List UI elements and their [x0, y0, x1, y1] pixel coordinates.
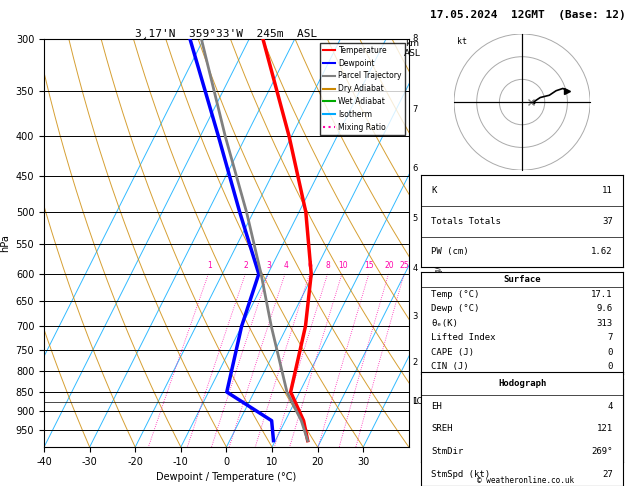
- Text: 7: 7: [607, 333, 613, 342]
- Text: 1: 1: [207, 260, 211, 270]
- Text: 4: 4: [283, 260, 288, 270]
- Text: Surface: Surface: [503, 275, 541, 284]
- Text: StmDir: StmDir: [431, 447, 464, 456]
- Text: 17.05.2024  12GMT  (Base: 12): 17.05.2024 12GMT (Base: 12): [430, 10, 626, 20]
- Text: Dewp (°C): Dewp (°C): [431, 304, 480, 313]
- Text: 981: 981: [596, 395, 613, 404]
- Text: Most Unstable: Most Unstable: [487, 382, 557, 390]
- Text: 17.1: 17.1: [591, 290, 613, 298]
- Text: 5: 5: [413, 214, 418, 223]
- Text: 269°: 269°: [591, 447, 613, 456]
- Text: Temp (°C): Temp (°C): [431, 290, 480, 298]
- Text: 313: 313: [596, 319, 613, 328]
- Text: 8: 8: [326, 260, 331, 270]
- Text: 15: 15: [365, 260, 374, 270]
- Text: θₑ(K): θₑ(K): [431, 319, 459, 328]
- Text: 25: 25: [400, 260, 409, 270]
- Text: Mixing Ratio (g/kg): Mixing Ratio (g/kg): [433, 252, 443, 332]
- Text: CIN (J): CIN (J): [431, 363, 469, 371]
- Text: CAPE (J): CAPE (J): [431, 436, 474, 446]
- Text: StmSpd (kt): StmSpd (kt): [431, 470, 491, 479]
- Text: 7: 7: [413, 105, 418, 115]
- Text: 313: 313: [596, 409, 613, 418]
- Text: Lifted Index: Lifted Index: [431, 333, 496, 342]
- Text: © weatheronline.co.uk: © weatheronline.co.uk: [477, 476, 574, 485]
- Text: 27: 27: [602, 470, 613, 479]
- Text: 3: 3: [413, 312, 418, 321]
- Text: SREH: SREH: [431, 424, 453, 434]
- Text: km
ASL: km ASL: [404, 39, 420, 58]
- Text: 8: 8: [413, 35, 418, 43]
- Text: 4: 4: [413, 264, 418, 273]
- Text: 0: 0: [607, 436, 613, 446]
- Text: 10: 10: [338, 260, 347, 270]
- Text: 0: 0: [607, 363, 613, 371]
- Text: 6: 6: [308, 260, 313, 270]
- Text: 0: 0: [607, 451, 613, 459]
- Title: 3¸17'N  359°33'W  245m  ASL: 3¸17'N 359°33'W 245m ASL: [135, 28, 318, 38]
- Text: Totals Totals: Totals Totals: [431, 217, 501, 226]
- Text: Pressure (mb): Pressure (mb): [431, 395, 501, 404]
- Text: K: K: [431, 186, 437, 195]
- Text: LCL: LCL: [413, 398, 428, 406]
- Text: 37: 37: [602, 217, 613, 226]
- Text: 1: 1: [413, 398, 418, 406]
- Y-axis label: hPa: hPa: [0, 234, 10, 252]
- Text: 9.6: 9.6: [596, 304, 613, 313]
- Text: 0: 0: [607, 348, 613, 357]
- Text: 2: 2: [243, 260, 248, 270]
- Text: 4: 4: [607, 401, 613, 411]
- Text: 2: 2: [413, 358, 418, 367]
- Text: 11: 11: [602, 186, 613, 195]
- Text: PW (cm): PW (cm): [431, 247, 469, 257]
- Text: θₑ (K): θₑ (K): [431, 409, 464, 418]
- Text: EH: EH: [431, 401, 442, 411]
- Text: CIN (J): CIN (J): [431, 451, 469, 459]
- Text: Lifted Index: Lifted Index: [431, 423, 496, 432]
- X-axis label: Dewpoint / Temperature (°C): Dewpoint / Temperature (°C): [157, 472, 296, 483]
- Text: 20: 20: [384, 260, 394, 270]
- Text: kt: kt: [457, 37, 467, 46]
- Text: CAPE (J): CAPE (J): [431, 348, 474, 357]
- Text: Hodograph: Hodograph: [498, 379, 546, 388]
- Text: 3: 3: [267, 260, 271, 270]
- Legend: Temperature, Dewpoint, Parcel Trajectory, Dry Adiabat, Wet Adiabat, Isotherm, Mi: Temperature, Dewpoint, Parcel Trajectory…: [320, 43, 405, 135]
- Text: 1.62: 1.62: [591, 247, 613, 257]
- Text: 7: 7: [607, 423, 613, 432]
- Text: 6: 6: [413, 164, 418, 173]
- Text: 121: 121: [596, 424, 613, 434]
